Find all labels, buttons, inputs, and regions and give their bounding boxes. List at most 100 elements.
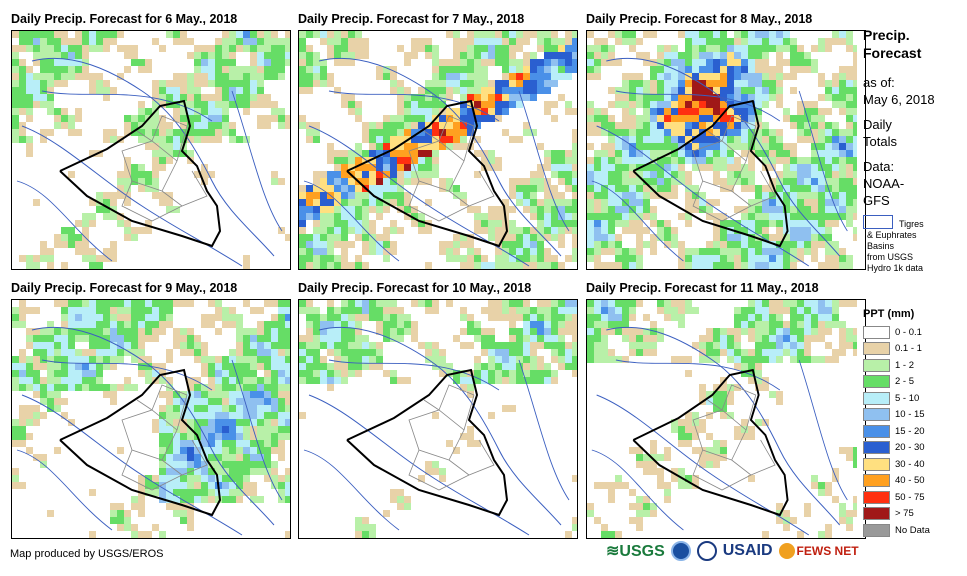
precip-cell	[124, 157, 131, 164]
precip-cell	[467, 384, 474, 391]
precip-cell	[685, 52, 692, 59]
precip-cell	[187, 398, 194, 405]
precip-cell	[846, 38, 853, 45]
precip-cell	[636, 171, 643, 178]
precip-cell	[54, 356, 61, 363]
precip-cell	[96, 363, 103, 370]
precip-cell	[587, 248, 594, 255]
precip-cell	[180, 482, 187, 489]
precip-cell	[285, 398, 290, 405]
precip-cell	[474, 101, 481, 108]
precip-cell	[643, 206, 650, 213]
precip-cell	[222, 87, 229, 94]
precip-cell	[734, 178, 741, 185]
precip-cell	[685, 482, 692, 489]
precip-cell	[264, 426, 271, 433]
precip-cell	[481, 349, 488, 356]
precip-cell	[271, 433, 278, 440]
precip-cell	[748, 101, 755, 108]
precip-cell	[769, 136, 776, 143]
precip-cell	[313, 52, 320, 59]
precip-cell	[516, 248, 523, 255]
precip-cell	[208, 363, 215, 370]
precip-cell	[194, 115, 201, 122]
precip-cell	[846, 454, 853, 461]
precip-cell	[362, 300, 369, 307]
basin-text-4: from USGS	[867, 252, 914, 262]
precip-cell	[572, 150, 577, 157]
precip-cell	[369, 164, 376, 171]
precip-cell	[355, 206, 362, 213]
precip-cell	[615, 269, 622, 270]
precip-cell	[194, 461, 201, 468]
precip-cell	[355, 199, 362, 206]
precip-cell	[68, 38, 75, 45]
precip-cell	[12, 59, 19, 66]
precip-cell	[418, 342, 425, 349]
precip-cell	[320, 220, 327, 227]
precip-cell	[362, 38, 369, 45]
precip-cell	[572, 335, 577, 342]
precip-cell	[523, 255, 530, 262]
precip-cell	[825, 108, 832, 115]
precip-cell	[502, 262, 509, 269]
precip-cell	[33, 370, 40, 377]
precip-cell	[741, 136, 748, 143]
precip-cell	[12, 307, 19, 314]
precip-cell	[131, 52, 138, 59]
precip-cell	[383, 321, 390, 328]
precip-cell	[636, 241, 643, 248]
precip-cell	[180, 440, 187, 447]
precip-cell	[19, 440, 26, 447]
precip-cell	[96, 80, 103, 87]
fews-logo-text: FEWS NET	[796, 544, 859, 558]
precip-cell	[804, 66, 811, 73]
precip-cell	[509, 269, 516, 270]
precip-cell	[47, 363, 54, 370]
precip-cell	[89, 300, 96, 307]
precip-cell	[187, 377, 194, 384]
precip-cell	[741, 129, 748, 136]
precip-cell	[762, 206, 769, 213]
precip-cell	[572, 220, 577, 227]
precip-cell	[572, 164, 577, 171]
precip-cell	[159, 150, 166, 157]
precip-cell	[657, 328, 664, 335]
precip-cell	[89, 150, 96, 157]
precip-cell	[236, 321, 243, 328]
precip-cell	[720, 255, 727, 262]
precip-cell	[790, 342, 797, 349]
precip-cell	[755, 73, 762, 80]
precip-cell	[460, 87, 467, 94]
precip-cell	[825, 87, 832, 94]
precip-cell	[418, 115, 425, 122]
precip-cell	[692, 426, 699, 433]
precip-cell	[236, 468, 243, 475]
precip-cell	[495, 87, 502, 94]
precip-cell	[797, 206, 804, 213]
precip-cell	[790, 164, 797, 171]
precip-cell	[299, 269, 306, 270]
precip-cell	[222, 370, 229, 377]
precip-cell	[636, 122, 643, 129]
precip-cell	[250, 342, 257, 349]
precip-cell	[117, 213, 124, 220]
precip-cell	[713, 94, 720, 101]
precip-cell	[320, 328, 327, 335]
precip-cell	[82, 349, 89, 356]
precip-cell	[762, 136, 769, 143]
precip-cell	[558, 363, 565, 370]
precip-cell	[103, 129, 110, 136]
precip-cell	[257, 115, 264, 122]
precip-cell	[516, 241, 523, 248]
precip-cell	[236, 440, 243, 447]
precip-cell	[285, 300, 290, 307]
precip-cell	[411, 213, 418, 220]
precip-cell	[846, 164, 853, 171]
precip-cell	[523, 52, 530, 59]
precip-cell	[692, 433, 699, 440]
precip-cell	[678, 52, 685, 59]
precip-cell	[523, 269, 530, 270]
precip-cell	[509, 31, 516, 38]
precip-cell	[685, 45, 692, 52]
